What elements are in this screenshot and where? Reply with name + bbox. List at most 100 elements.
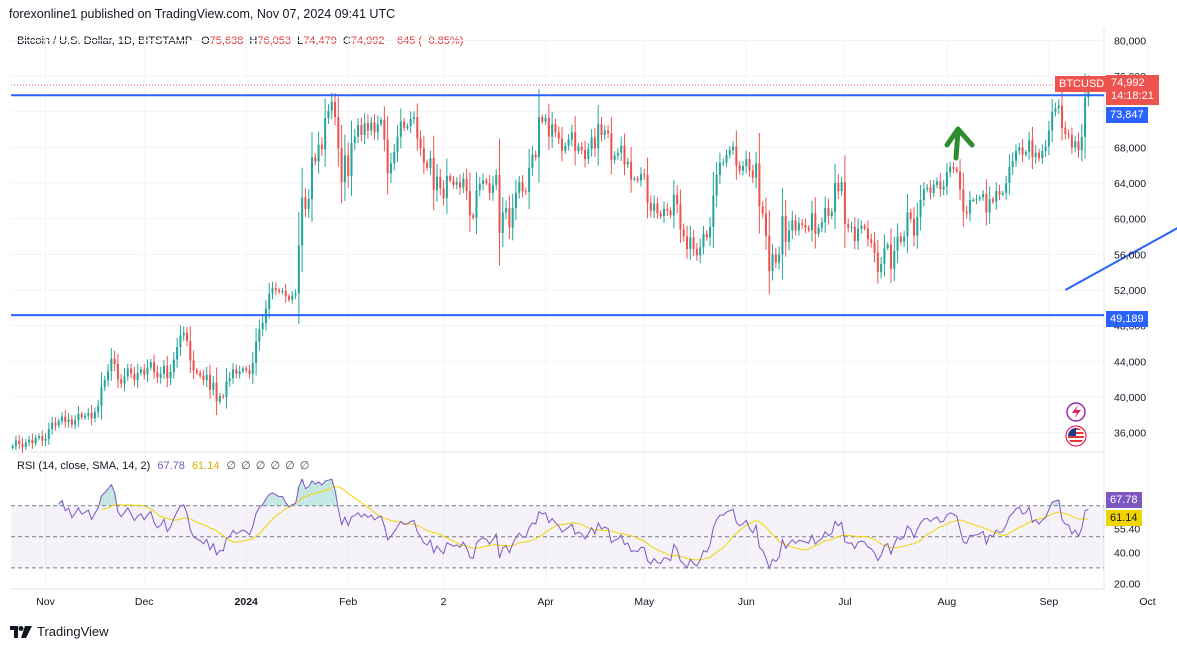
candle-body bbox=[811, 213, 814, 231]
time-tick-label: Jul bbox=[838, 596, 851, 608]
candle-body bbox=[100, 387, 103, 406]
low-label: L bbox=[297, 35, 304, 47]
rsi-legend-value: 67.78 bbox=[157, 460, 185, 472]
candle-body bbox=[827, 208, 830, 217]
candle-body bbox=[514, 192, 517, 209]
footer-brand[interactable]: TradingView bbox=[10, 624, 109, 639]
candle-body bbox=[518, 182, 521, 193]
candle-body bbox=[929, 187, 932, 193]
low-value: 74,479 bbox=[303, 35, 337, 47]
candle-body bbox=[1011, 160, 1014, 168]
us-flag-icon[interactable] bbox=[1065, 425, 1087, 447]
candle-body bbox=[807, 227, 810, 231]
candle-body bbox=[324, 118, 327, 150]
candle-body bbox=[139, 369, 142, 373]
candle-body bbox=[893, 250, 896, 269]
candle-body bbox=[876, 252, 879, 273]
candle-body bbox=[396, 136, 399, 152]
candle-body bbox=[1001, 192, 1004, 195]
candle-body bbox=[232, 369, 235, 379]
candle-body bbox=[709, 226, 712, 238]
candle-body bbox=[883, 248, 886, 265]
candle-body bbox=[1077, 141, 1080, 151]
candle-body bbox=[850, 226, 853, 228]
rsi-line bbox=[58, 477, 1089, 570]
candle-body bbox=[87, 413, 90, 416]
candle-body bbox=[432, 158, 435, 191]
candle-body bbox=[74, 420, 77, 425]
candle-body bbox=[577, 146, 580, 151]
candle-body bbox=[764, 213, 767, 236]
candle-body bbox=[748, 159, 751, 171]
price-tick-label: 52,000 bbox=[1114, 285, 1146, 297]
candle-body bbox=[837, 183, 840, 192]
candle-body bbox=[465, 178, 468, 192]
candle-body bbox=[195, 370, 198, 373]
candle-body bbox=[988, 199, 991, 213]
candle-body bbox=[834, 183, 837, 212]
rsi-value: 67.78 bbox=[1110, 494, 1138, 506]
candle-body bbox=[1074, 141, 1077, 148]
candle-body bbox=[853, 226, 856, 241]
candle-body bbox=[491, 184, 494, 193]
candle-body bbox=[1047, 130, 1050, 147]
candle-body bbox=[301, 197, 304, 246]
candle-body bbox=[995, 191, 998, 202]
candle-body bbox=[886, 244, 889, 249]
candle-body bbox=[116, 364, 119, 380]
candle-body bbox=[718, 162, 721, 176]
flash-icon[interactable] bbox=[1066, 402, 1086, 422]
candle-body bbox=[294, 293, 297, 296]
candle-body bbox=[327, 110, 330, 118]
candle-body bbox=[93, 412, 96, 419]
candle-body bbox=[255, 341, 258, 364]
candle-body bbox=[363, 123, 366, 135]
candle-body bbox=[702, 233, 705, 248]
rsi-ma-value: 61.14 bbox=[1110, 512, 1138, 524]
candle-body bbox=[380, 119, 383, 125]
candle-body bbox=[505, 208, 508, 213]
candle-body bbox=[41, 436, 44, 441]
candle-body bbox=[366, 123, 369, 131]
candle-body bbox=[745, 159, 748, 167]
candle-body bbox=[166, 365, 169, 379]
candle-body bbox=[14, 440, 17, 446]
candle-body bbox=[268, 293, 271, 309]
candle-body bbox=[235, 369, 238, 374]
candle-body bbox=[574, 132, 577, 151]
candle-body bbox=[741, 166, 744, 171]
candle-body bbox=[77, 413, 80, 421]
candle-body bbox=[922, 189, 925, 200]
candle-body bbox=[554, 124, 557, 133]
candle-body bbox=[1054, 108, 1057, 112]
candle-body bbox=[560, 138, 564, 151]
candle-body bbox=[998, 191, 1001, 195]
candle-body bbox=[794, 220, 797, 231]
candle-body bbox=[968, 200, 971, 214]
trend-line[interactable] bbox=[1064, 197, 1177, 291]
candle-body bbox=[169, 372, 172, 379]
rsi-legend-label: RSI (14, close, SMA, 14, 2) bbox=[17, 460, 151, 472]
candle-body bbox=[633, 178, 636, 180]
candle-body bbox=[544, 118, 547, 122]
candle-body bbox=[284, 290, 287, 297]
candle-body bbox=[1008, 167, 1011, 184]
candle-body bbox=[768, 235, 771, 272]
candle-body bbox=[488, 183, 491, 193]
candle-body bbox=[34, 437, 37, 444]
candle-body bbox=[18, 440, 21, 445]
candle-body bbox=[528, 167, 531, 192]
candle-body bbox=[435, 176, 439, 191]
symbol-title: Bitcoin / U.S. Dollar, 1D, BITSTAMP bbox=[17, 35, 193, 47]
candle-body bbox=[439, 176, 442, 189]
candle-body bbox=[304, 197, 307, 209]
candle-body bbox=[932, 184, 935, 193]
candle-body bbox=[334, 101, 337, 118]
candle-body bbox=[389, 163, 392, 174]
candle-body bbox=[603, 130, 606, 135]
candle-body bbox=[228, 378, 231, 381]
candle-body bbox=[936, 181, 939, 185]
candle-body bbox=[824, 208, 827, 223]
candle-body bbox=[949, 167, 952, 173]
